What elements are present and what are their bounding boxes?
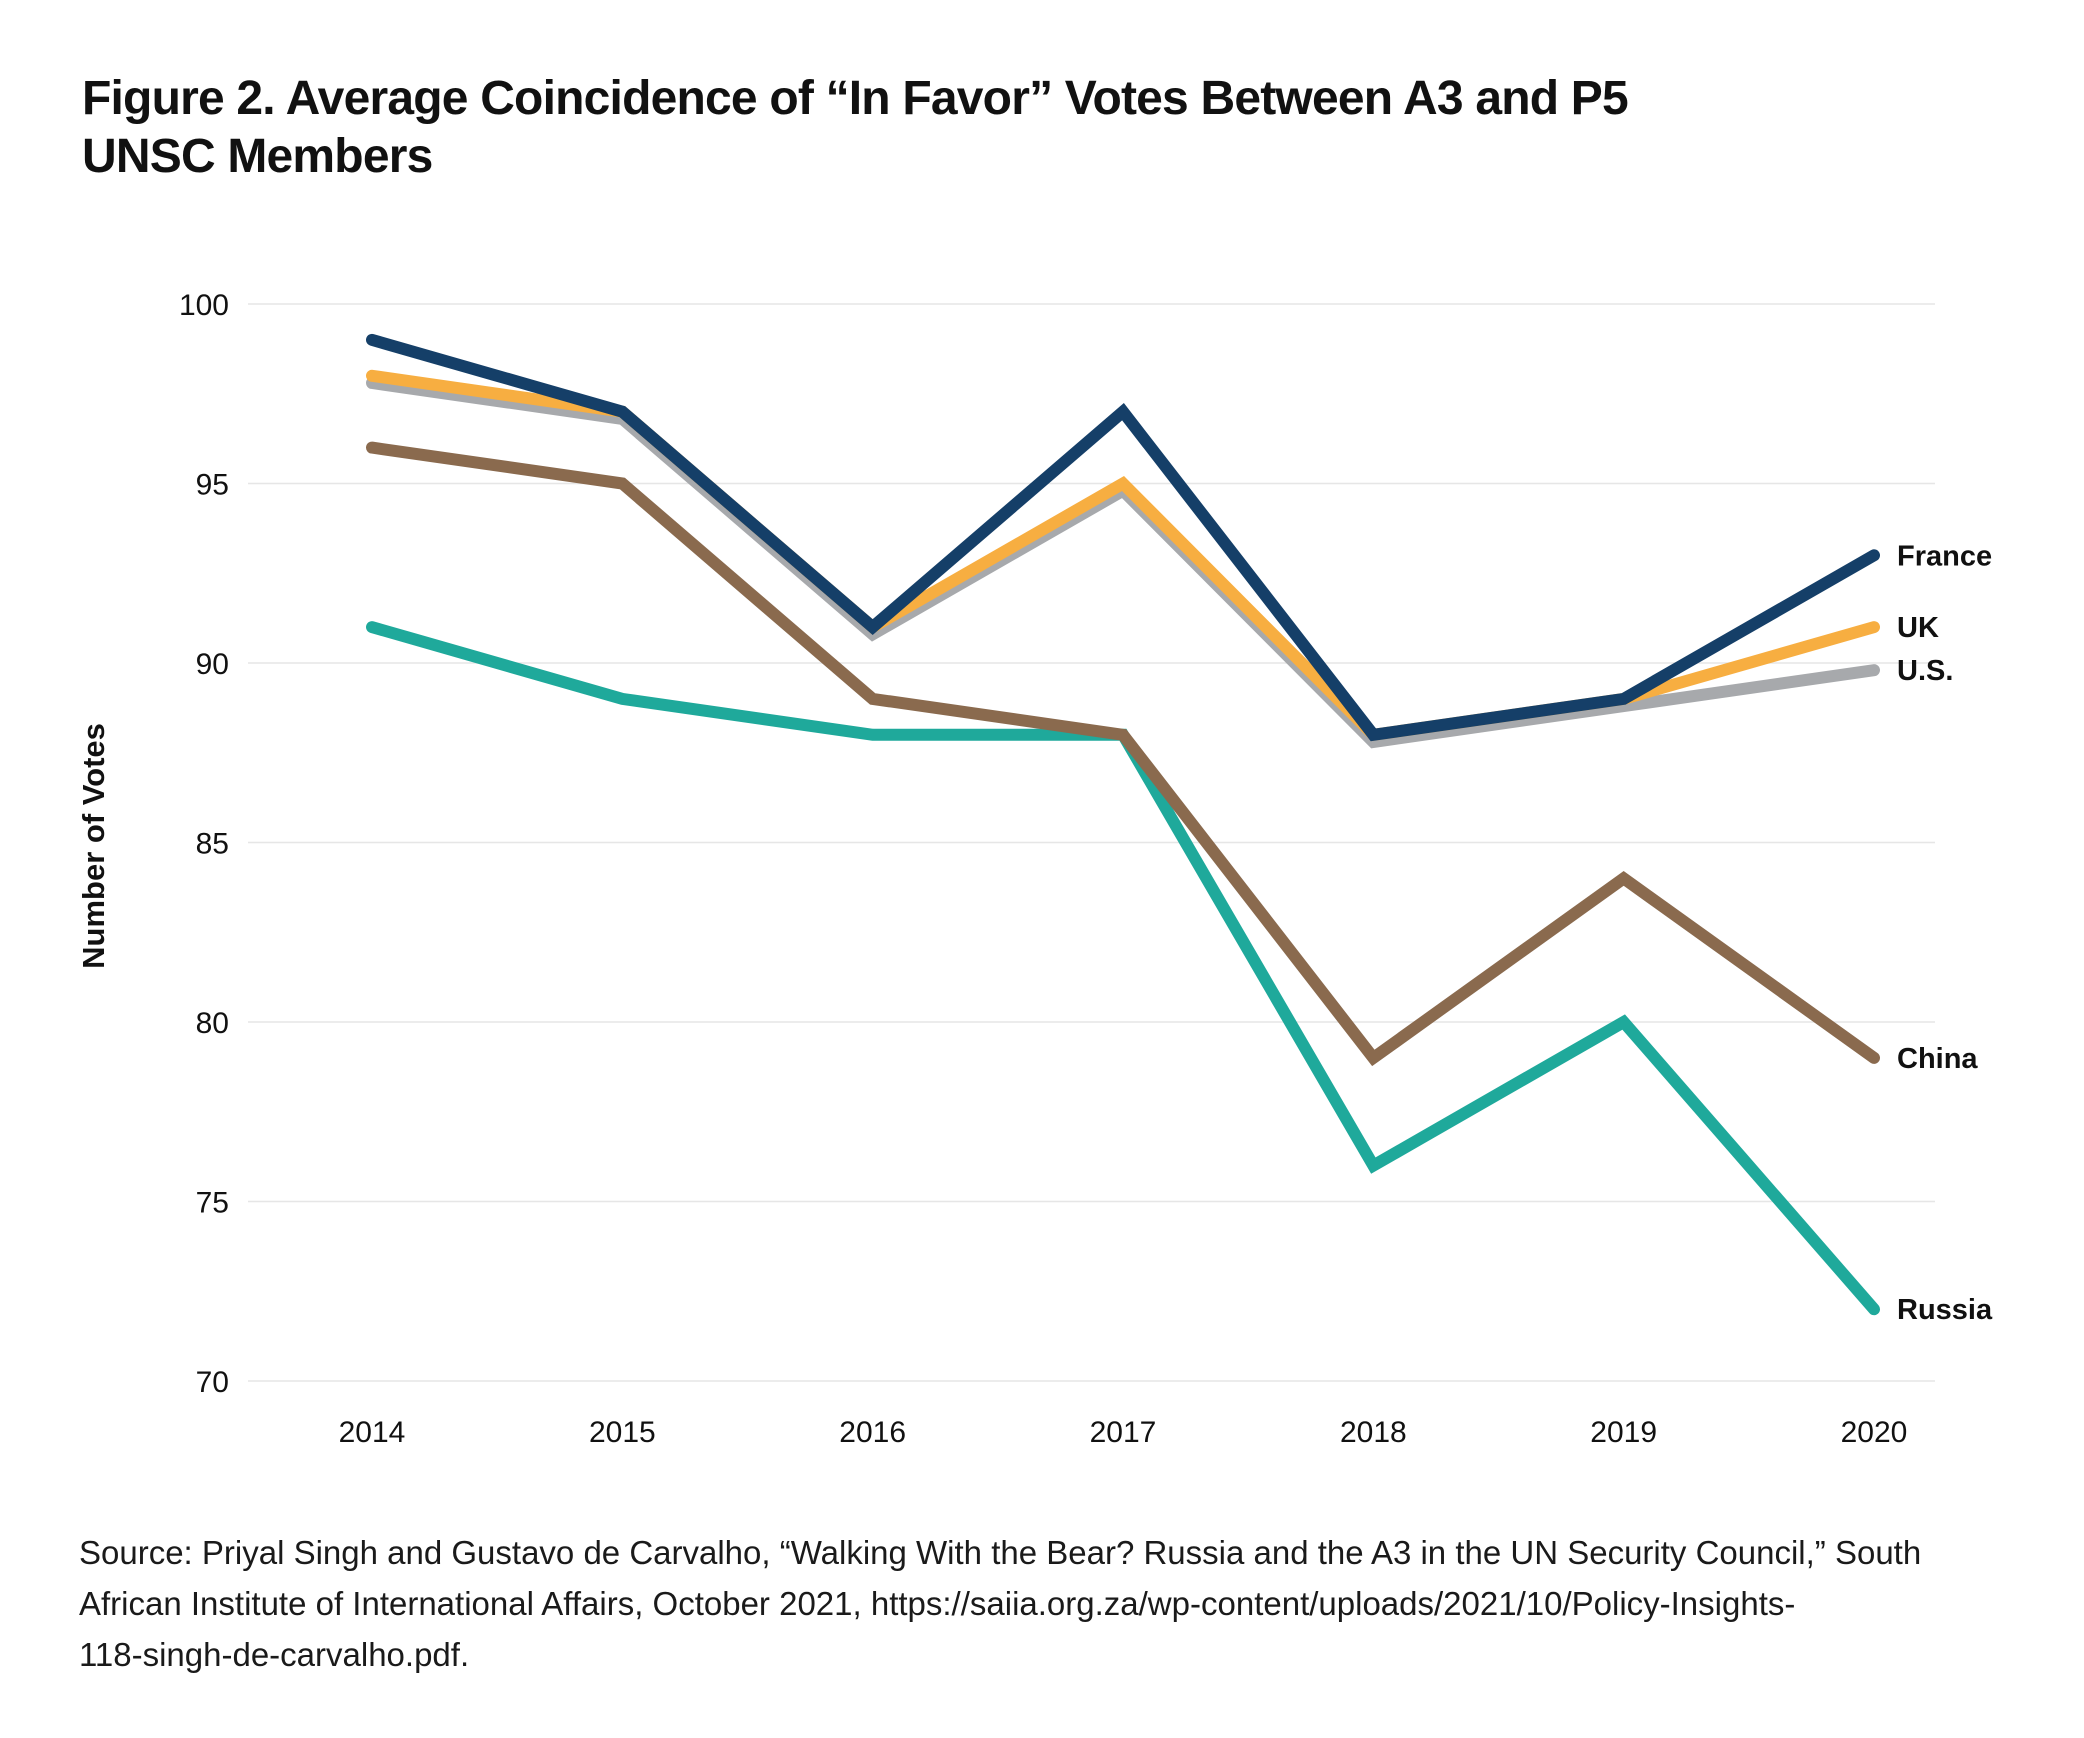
- x-tick-label: 2015: [589, 1416, 656, 1449]
- series-line-france: [366, 333, 1880, 742]
- x-tick-label: 2016: [839, 1416, 906, 1449]
- chart-title-line-2: UNSC Members: [82, 130, 433, 183]
- y-tick-label: 90: [196, 648, 229, 681]
- x-tick-label: 2017: [1090, 1416, 1157, 1449]
- y-axis-label: Number of Votes: [76, 723, 111, 969]
- series-line-china: [366, 441, 1880, 1067]
- gridlines: [248, 303, 1935, 1382]
- x-tick-label: 2020: [1841, 1416, 1908, 1449]
- series-label-china: China: [1897, 1043, 1978, 1075]
- y-tick-label: 75: [196, 1187, 229, 1220]
- x-tick-label: 2019: [1590, 1416, 1657, 1449]
- chart-title-line-1: Figure 2. Average Coincidence of “In Fav…: [82, 72, 1629, 125]
- series-lines: [366, 333, 1880, 1316]
- source-line-2: African Institute of International Affai…: [79, 1585, 1796, 1622]
- source-line-1: Source: Priyal Singh and Gustavo de Carv…: [79, 1534, 1922, 1571]
- series-label-uk: UK: [1897, 612, 1939, 644]
- series-label-france: France: [1897, 540, 1992, 572]
- x-axis-ticks: 2014 2015 2016 2017 2018 2019 2020: [339, 1416, 1908, 1449]
- y-tick-label: 80: [196, 1007, 229, 1040]
- series-labels: France UK U.S. China Russia: [1897, 540, 1993, 1326]
- series-label-russia: Russia: [1897, 1294, 1993, 1326]
- series-label-us: U.S.: [1897, 655, 1953, 687]
- chart-title: Figure 2. Average Coincidence of “In Fav…: [82, 70, 1782, 186]
- source-line-3: 118-singh-de-carvalho.pdf.: [79, 1636, 470, 1673]
- y-tick-label: 95: [196, 469, 229, 502]
- x-tick-label: 2014: [339, 1416, 406, 1449]
- y-tick-label: 85: [196, 828, 229, 861]
- y-tick-label: 100: [179, 289, 229, 322]
- y-tick-label: 70: [196, 1366, 229, 1399]
- source-note: Source: Priyal Singh and Gustavo de Carv…: [79, 1527, 2039, 1680]
- x-tick-label: 2018: [1340, 1416, 1407, 1449]
- y-axis-ticks: 100 95 90 85 80 75 70: [179, 289, 229, 1399]
